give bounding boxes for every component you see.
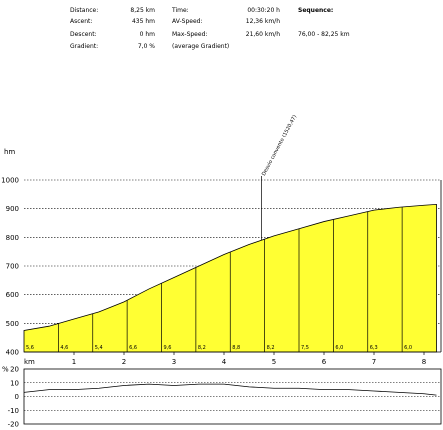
stats-panel: Distance: 8,25 km Ascent: 435 hm Descent… [0, 0, 443, 60]
segment-dividers [58, 206, 403, 352]
gradient-tick-label: 10 [10, 379, 19, 387]
elev-tick-label: 900 [6, 205, 19, 213]
sequence-value: 76,00 - 82,25 km [298, 31, 350, 38]
ascent-value: 435 hm [131, 18, 155, 25]
segment-gradient-label: 7,5 [301, 345, 309, 351]
segment-gradient-label: 6,3 [370, 345, 378, 351]
elev-tick-label: 1000 [1, 177, 19, 185]
distance-tick-label: 6 [322, 358, 327, 366]
distance-label: Distance: [70, 7, 99, 14]
distance-tick-label: 8 [422, 358, 426, 366]
distance-unit-label: km [24, 358, 35, 366]
time-label: Time: [172, 7, 189, 14]
segment-gradient-labels: 5,6 4,6 5,4 6,6 9,6 8,2 8,8 8,2 7,5 6,0 6,3 6,0 [26, 345, 412, 351]
descent-value: 0 hm [139, 31, 155, 38]
gradient-tick-label: -20 [8, 421, 19, 429]
ascent-label: Ascent: [70, 18, 93, 25]
waypoint-annotation: Desvio convento (1520,47) [261, 114, 298, 241]
segment-gradient-label: 5,6 [26, 345, 34, 351]
segment-gradient-label: 6,6 [129, 345, 137, 351]
distance-tick-label: 4 [222, 358, 227, 366]
gradient-label: Gradient: [70, 43, 99, 50]
elevation-axes [24, 180, 442, 353]
segment-gradient-label: 6,0 [404, 345, 412, 351]
gradient-note: (average Gradient) [172, 43, 230, 50]
distance-tick-label: 2 [122, 358, 126, 366]
sequence-label: Sequence: [298, 7, 334, 14]
segment-gradient-label: 6,0 [335, 345, 343, 351]
segment-gradient-label: 8,2 [267, 345, 275, 351]
gradient-value: 7,0 % [137, 43, 155, 50]
elev-tick-label: 700 [6, 263, 19, 271]
segment-gradient-label: 8,8 [232, 345, 240, 351]
avg-speed-value: 12,36 km/h [245, 18, 280, 25]
gradient-panel: -20 -10 0 10 20% [2, 366, 442, 429]
descent-label: Descent: [70, 31, 97, 38]
time-value: 00:30:20 h [247, 7, 280, 14]
distance-tick-label: 7 [372, 358, 376, 366]
segment-gradient-label: 4,6 [60, 345, 68, 351]
distance-axis: km 1 2 3 4 5 6 7 8 [24, 352, 426, 366]
elev-tick-label: 800 [6, 234, 19, 242]
elev-tick-label: 400 [6, 349, 19, 357]
gradient-tick-label: -10 [8, 407, 19, 415]
gradient-tick-label: 20 [10, 366, 19, 374]
distance-tick-label: 1 [72, 358, 76, 366]
distance-tick-label: 5 [272, 358, 276, 366]
annotation-label: Desvio convento (1520,47) [261, 114, 298, 177]
gradient-unit-label: % [2, 366, 9, 374]
elev-unit-label: hm [4, 148, 15, 156]
elev-tick-label: 500 [6, 320, 19, 328]
gradient-tick-label: 0 [15, 393, 19, 401]
segment-gradient-label: 9,6 [164, 345, 172, 351]
max-speed-value: 21,60 km/h [245, 31, 280, 38]
distance-tick-label: 3 [172, 358, 176, 366]
gradient-line [23, 383, 437, 396]
segment-gradient-label: 5,4 [95, 345, 103, 351]
max-speed-label: Max-Speed: [172, 31, 208, 38]
avg-speed-label: AV-Speed: [172, 18, 203, 25]
segment-gradient-label: 8,2 [198, 345, 206, 351]
distance-value: 8,25 km [130, 7, 155, 14]
elev-tick-label: 600 [6, 291, 19, 299]
